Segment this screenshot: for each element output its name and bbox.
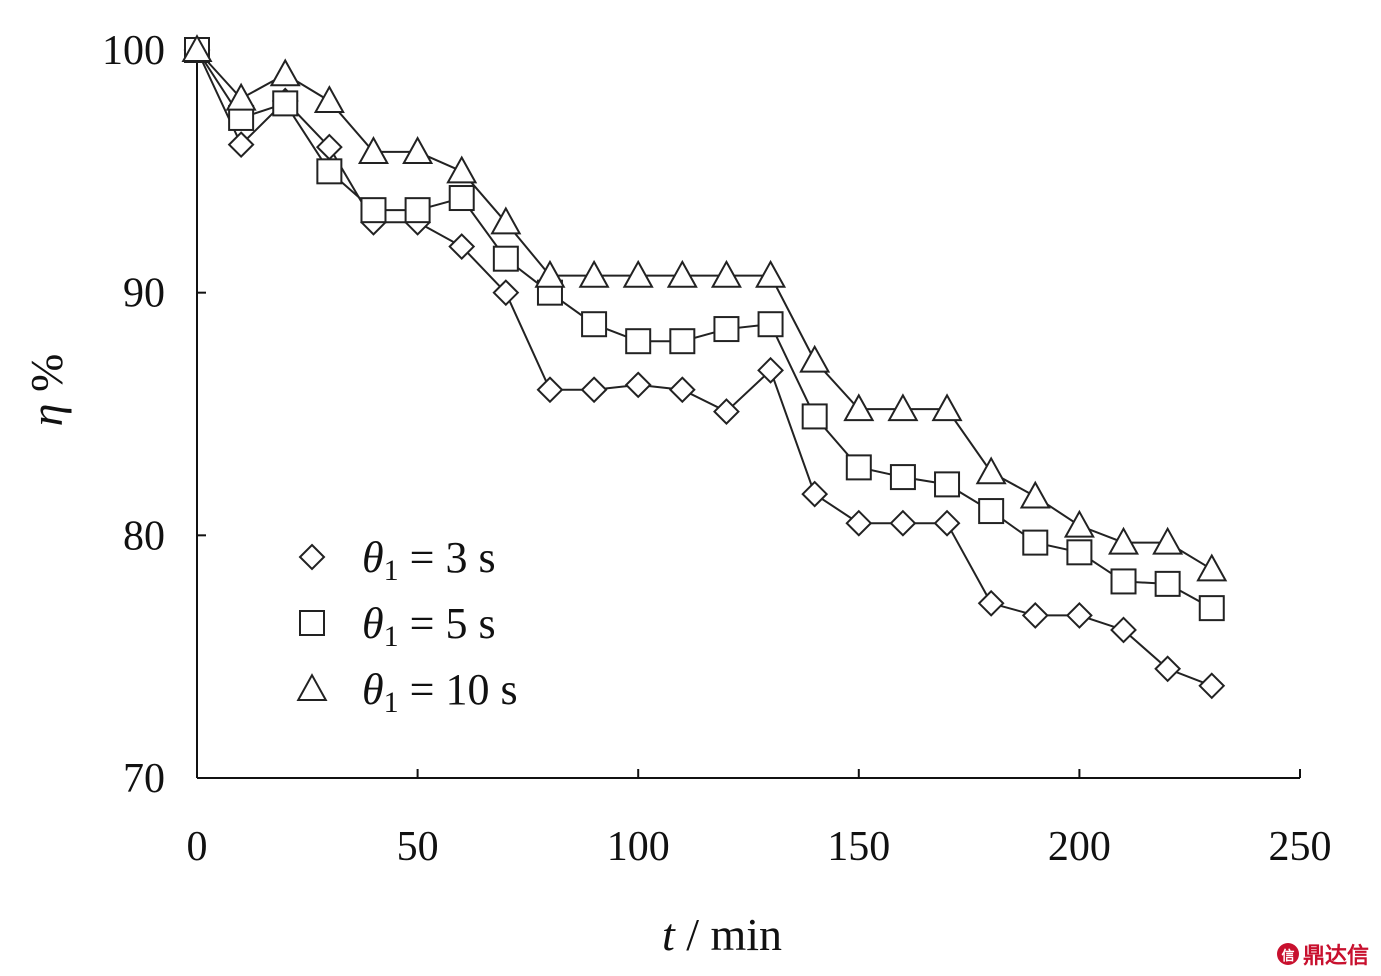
data-point-diamond	[1021, 601, 1049, 629]
data-point-triangle	[357, 136, 389, 164]
data-point-triangle	[1019, 480, 1051, 509]
y-tick-label: 90	[123, 271, 165, 317]
data-point-square	[713, 316, 740, 343]
data-point-square	[978, 498, 1005, 525]
x-tick-label: 100	[607, 824, 670, 870]
data-point-triangle	[181, 34, 213, 63]
data-point-diamond	[668, 376, 696, 404]
data-point-triangle	[755, 259, 787, 288]
y-axis-title: η %	[21, 354, 72, 427]
data-point-diamond	[1154, 655, 1182, 683]
data-point-square	[492, 245, 519, 272]
x-axis-title: t / min	[662, 909, 782, 960]
data-point-triangle	[269, 58, 301, 87]
data-point-square	[1110, 568, 1137, 595]
y-ticks: 70 80 90 100	[102, 28, 206, 802]
series-markers	[181, 34, 1228, 700]
x-tick-label: 0	[187, 824, 208, 870]
data-point-square	[448, 185, 475, 212]
data-point-diamond	[845, 509, 873, 537]
data-point-square	[757, 311, 784, 338]
data-point-square	[1198, 595, 1225, 622]
data-point-triangle	[313, 85, 345, 113]
data-point-diamond	[227, 131, 255, 159]
legend-marker-diamond	[298, 543, 326, 571]
data-point-triangle	[887, 393, 919, 422]
x-ticks: 0 50 100 150 200 250	[187, 769, 1332, 870]
watermark-text: 鼎达信	[1302, 944, 1369, 969]
data-point-diamond	[801, 480, 829, 508]
data-point-square	[934, 471, 961, 498]
series-line-triangle	[196, 49, 1213, 571]
data-point-diamond	[713, 398, 740, 425]
data-point-triangle	[446, 155, 478, 184]
data-point-diamond	[933, 509, 961, 537]
data-point-square	[360, 197, 387, 224]
data-point-triangle	[799, 344, 831, 373]
series-lines	[196, 49, 1213, 687]
data-point-square	[801, 403, 828, 430]
data-point-square	[404, 197, 431, 224]
x-tick-label: 250	[1269, 824, 1332, 870]
data-point-diamond	[889, 509, 917, 537]
data-point-triangle	[578, 259, 610, 288]
axes	[196, 50, 1300, 779]
data-point-diamond	[580, 376, 608, 404]
data-point-diamond	[1065, 601, 1093, 629]
x-tick-label: 200	[1048, 824, 1111, 870]
data-point-diamond	[1110, 616, 1137, 644]
data-point-diamond	[977, 589, 1005, 617]
data-point-square	[1154, 570, 1181, 597]
data-point-square	[1022, 529, 1049, 556]
series-line-diamond	[196, 49, 1213, 687]
y-tick-label: 100	[102, 28, 165, 74]
data-point-diamond	[624, 371, 652, 399]
legend-label: θ1 = 5 s	[362, 599, 496, 653]
data-point-diamond	[492, 279, 520, 307]
data-point-triangle	[931, 393, 963, 422]
data-point-triangle	[666, 259, 698, 288]
watermark-logo-icon: 信	[1276, 943, 1299, 965]
data-point-diamond	[448, 233, 476, 260]
legend: θ1 = 3 s θ1 = 5 s θ1 = 10 s	[296, 533, 518, 719]
legend-label: θ1 = 10 s	[362, 665, 518, 719]
data-point-square	[272, 90, 299, 117]
data-point-triangle	[710, 259, 742, 288]
data-point-diamond	[1198, 672, 1226, 700]
legend-label: θ1 = 3 s	[362, 533, 496, 587]
data-point-square	[669, 328, 696, 355]
data-point-triangle	[402, 136, 434, 164]
legend-marker-square	[299, 610, 325, 636]
data-point-square	[845, 454, 872, 481]
data-point-triangle	[843, 393, 875, 422]
y-tick-label: 80	[123, 513, 165, 559]
data-point-triangle	[534, 259, 566, 288]
y-tick-label: 70	[123, 756, 165, 802]
data-point-triangle	[1196, 553, 1228, 582]
data-point-triangle	[975, 456, 1007, 485]
data-point-square	[625, 328, 652, 355]
data-point-triangle	[1152, 526, 1184, 555]
data-point-triangle	[1063, 509, 1095, 538]
data-point-triangle	[622, 259, 654, 288]
data-point-triangle	[225, 82, 257, 111]
data-point-square	[581, 311, 608, 338]
data-point-diamond	[757, 356, 784, 384]
x-tick-label: 50	[397, 824, 439, 870]
data-point-triangle	[1108, 526, 1140, 555]
data-point-square	[316, 158, 343, 185]
watermark: 信 鼎达信	[1276, 938, 1369, 970]
legend-marker-triangle	[296, 673, 328, 702]
x-tick-label: 150	[827, 824, 890, 870]
data-point-diamond	[536, 376, 564, 404]
series-line-square	[196, 49, 1213, 610]
data-point-square	[889, 464, 916, 491]
data-point-square	[1066, 539, 1093, 566]
data-point-triangle	[490, 206, 522, 235]
